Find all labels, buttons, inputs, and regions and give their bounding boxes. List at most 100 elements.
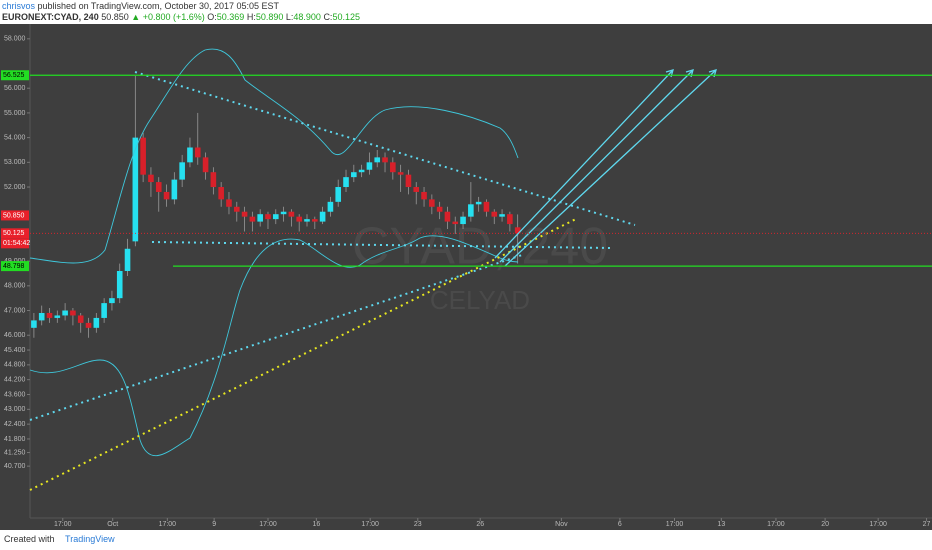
y-tick-label: 58.000 bbox=[4, 36, 26, 43]
x-tick-label: 16 bbox=[312, 521, 320, 528]
candle-body bbox=[257, 214, 263, 222]
candle-body bbox=[358, 169, 365, 173]
h-val: 50.890 bbox=[255, 12, 284, 22]
x-tick-label: 9 bbox=[212, 521, 216, 528]
bollinger bbox=[29, 48, 519, 457]
candle-body bbox=[397, 172, 404, 175]
candle-body bbox=[155, 182, 162, 192]
candle-body bbox=[31, 320, 37, 328]
candle-body bbox=[413, 187, 420, 192]
price-label-bg bbox=[1, 210, 29, 221]
candle-body bbox=[382, 157, 388, 163]
y-tick-label: 56.000 bbox=[4, 85, 26, 92]
last: 50.850 bbox=[101, 12, 129, 22]
candle-body bbox=[390, 162, 396, 173]
level-label: 48.798 bbox=[3, 263, 25, 270]
candle-body bbox=[429, 199, 435, 207]
candle-body bbox=[101, 303, 107, 318]
y-tick-label: 44.200 bbox=[4, 377, 26, 384]
y-tick-label: 40.700 bbox=[4, 463, 26, 470]
y-tick-label: 48.000 bbox=[4, 283, 26, 290]
price-label: 50.850 bbox=[3, 212, 25, 219]
level-label: 56.525 bbox=[3, 72, 25, 79]
candle-body bbox=[351, 172, 357, 178]
candle-body bbox=[163, 191, 170, 200]
candle-body bbox=[202, 157, 209, 173]
candle-body bbox=[116, 271, 123, 299]
footer: Created with TradingView bbox=[4, 534, 115, 544]
candle-body bbox=[468, 204, 474, 217]
candle-body bbox=[218, 187, 224, 200]
brand[interactable]: TradingView bbox=[65, 534, 115, 544]
published: published on TradingView.com, October 30… bbox=[37, 1, 280, 11]
candle-body bbox=[132, 137, 139, 242]
y-tick-label: 45.400 bbox=[4, 347, 26, 354]
trendline bbox=[29, 254, 523, 421]
candle-body bbox=[312, 219, 318, 222]
candle-body bbox=[343, 177, 349, 188]
candle-body bbox=[85, 322, 92, 328]
candle-body bbox=[288, 211, 295, 217]
candle-body bbox=[507, 214, 513, 225]
y-tick-label: 47.000 bbox=[4, 307, 26, 314]
y-tick-label: 46.000 bbox=[4, 332, 26, 339]
x-tick-label: 17:00 bbox=[767, 521, 785, 528]
y-tick-label: 53.000 bbox=[4, 159, 26, 166]
l: L: bbox=[285, 12, 294, 22]
candle-body bbox=[70, 310, 76, 316]
o: O: bbox=[207, 12, 217, 22]
x-tick-label: Oct bbox=[107, 521, 118, 528]
candle-body bbox=[436, 206, 443, 212]
candle-body bbox=[226, 199, 232, 207]
candle-body bbox=[241, 211, 248, 217]
x-tick-label: 17:00 bbox=[666, 521, 684, 528]
countdown-bg bbox=[1, 238, 29, 249]
candle-body bbox=[491, 211, 498, 217]
x-tick-label: 23 bbox=[414, 521, 422, 528]
watermark-name: CELYAD bbox=[430, 285, 530, 315]
x-tick-label: 17:00 bbox=[869, 521, 887, 528]
bb-upper bbox=[29, 48, 519, 264]
author[interactable]: chrisvos bbox=[2, 1, 36, 11]
candle-body bbox=[514, 227, 521, 234]
arrow: ▲ bbox=[131, 12, 141, 22]
candle-body bbox=[77, 315, 84, 323]
candle-body bbox=[475, 201, 482, 205]
candle-body bbox=[38, 312, 45, 321]
trendlines bbox=[29, 71, 636, 491]
x-tick-label: Nov bbox=[555, 521, 568, 528]
candle-body bbox=[444, 211, 451, 222]
candle-body bbox=[335, 187, 342, 202]
y-tick-label: 55.000 bbox=[4, 110, 26, 117]
candle-body bbox=[265, 214, 271, 220]
candle-body bbox=[140, 137, 146, 175]
candle-body bbox=[483, 201, 490, 212]
y-tick-label: 52.000 bbox=[4, 184, 26, 191]
price-label: 50.125 bbox=[3, 230, 25, 237]
c-val: 50.125 bbox=[332, 12, 360, 22]
candle-body bbox=[93, 317, 100, 328]
candle-body bbox=[109, 298, 115, 304]
x-tick-label: 17:00 bbox=[259, 521, 277, 528]
candle-body bbox=[460, 216, 466, 225]
x-tick-label: 26 bbox=[476, 521, 484, 528]
candle-body bbox=[296, 216, 302, 222]
change: +0.800 (+1.6%) bbox=[142, 12, 205, 22]
level-label-bg bbox=[1, 261, 29, 272]
countdown: 01:54:42 bbox=[3, 240, 30, 247]
candle-body bbox=[319, 211, 326, 222]
candle-body bbox=[272, 214, 279, 220]
candle-body bbox=[187, 147, 193, 163]
x-tick-label: 17:00 bbox=[54, 521, 72, 528]
candle-body bbox=[233, 206, 240, 212]
candle-body bbox=[304, 219, 310, 222]
candle-body bbox=[46, 312, 53, 318]
x-tick-label: 13 bbox=[717, 521, 725, 528]
y-tick-label: 43.000 bbox=[4, 406, 26, 413]
header: chrisvos published on TradingView.com, O… bbox=[2, 1, 360, 23]
y-tick-label: 41.250 bbox=[4, 449, 26, 456]
candle-body bbox=[374, 157, 381, 163]
h: H: bbox=[246, 12, 256, 22]
l-val: 48.900 bbox=[293, 12, 321, 22]
